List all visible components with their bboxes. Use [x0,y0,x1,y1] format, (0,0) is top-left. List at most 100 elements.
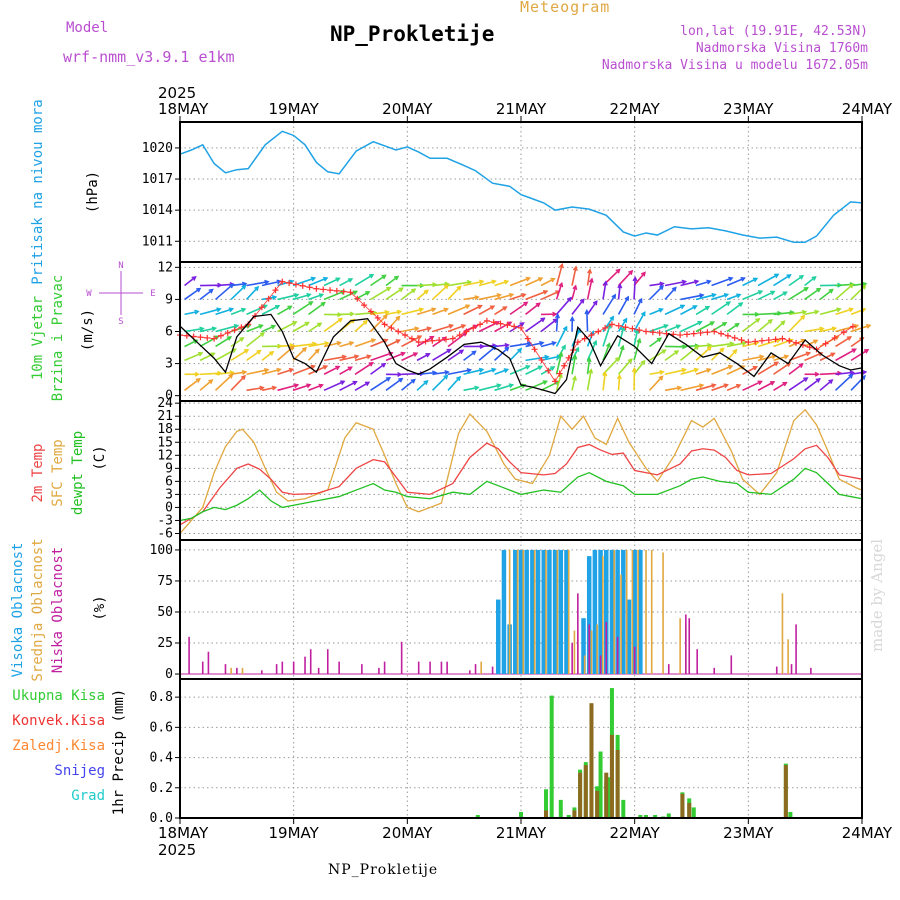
wind-arrow-head [759,354,765,360]
wind-arrow [850,324,871,333]
wind-arrow [695,368,711,376]
wind-arrow [742,318,760,333]
wind-arrow-head [656,337,663,343]
y-tick-label: 25 [157,636,173,651]
wind-arrow [540,278,555,287]
wind-arrow-head [369,273,375,279]
wind-arrow [680,280,699,287]
wind-arrow-head [725,301,731,306]
wind-arrow-head [502,306,508,311]
wind-arrow [711,277,733,287]
mid-cloud-bar [567,549,570,675]
wind-arrow [245,286,259,300]
wind-arrow-head [542,380,549,385]
total-precip-bar [691,807,696,818]
wind-arrow [804,339,818,348]
wind-direction-marker [456,332,463,339]
wind-arrow-head [496,293,502,298]
wind-arrow [664,368,686,376]
wind-arrow-head [782,291,788,296]
wind-arrow [726,293,741,301]
wind-arrow-head [675,324,682,330]
x-date-bottom: 20MAY [382,824,433,842]
low-cloud-bar [810,667,812,675]
wind-arrow [323,317,343,333]
y-tick-label: 1014 [142,203,173,218]
y-tick-label: 0 [165,667,173,682]
compass-s-label: S [118,317,123,327]
wind-ylabel: 10m Vjetar [30,296,46,380]
wind-arrow [555,297,572,315]
page-title: NP_Prokletije [330,22,495,46]
wind-direction-marker [588,332,595,339]
wind-arrow [354,320,368,333]
wind-arrow-head [365,291,371,296]
wind-arrow-head [830,352,836,358]
wind-direction-marker [402,332,409,339]
wind-arrow [555,326,568,347]
wind-arrow-head [636,337,642,344]
x-date-top: 24MAY [842,100,893,118]
wind-arrow-head [426,326,433,332]
wind-arrow [199,379,213,391]
low-cloud-bar [338,661,340,675]
high-cloud-bar [621,549,626,675]
year-top: 2025 [158,84,196,102]
wind-arrow-head [640,359,646,365]
wind-direction-marker [622,324,629,331]
wind-arrow-head [562,325,568,331]
wind-arrow [215,371,234,376]
wind-arrow-head [694,344,700,350]
wind-arrow-head [586,356,592,363]
low-cloud-bar [446,661,448,675]
wind-arrow-head [711,383,717,389]
wind-arrow-head [211,326,218,332]
wind-arrow-head [276,367,282,373]
wind-arrow-head [611,293,617,299]
wind-direction-marker [643,328,650,335]
y-tick-label: 0.4 [150,751,174,766]
wind-arrow [292,321,310,333]
precip-legend-4: Grad [71,788,105,804]
mid-cloud-bar [625,549,628,675]
wind-arrow [757,319,773,333]
wind-arrow [571,266,577,286]
wind-arrow [385,352,405,362]
wind-arrow [804,276,817,287]
wind-arrow [261,386,276,392]
low-cloud-bar [633,646,636,675]
wind-arrow-head [385,376,392,382]
wind-arrow-head [431,307,437,313]
wind-arrow [742,366,758,375]
wind-arrow-head [306,292,312,298]
wind-arrow-head [558,351,564,357]
wind-arrow-head [723,383,730,389]
wind-arrow [586,358,591,375]
wind-arrow [835,336,852,348]
wind-arrow-head [572,284,578,290]
total-precip-bar [475,814,480,818]
wind-arrow-head [616,373,622,380]
wind-arrow-head [239,337,245,342]
sfc-ylabel: SFC Temp [50,439,66,506]
y-tick-label: 3 [165,357,173,372]
wind-arrow-head [396,309,403,315]
wind-arrow [370,363,386,375]
wind-arrow-head [521,383,527,389]
wind-direction-marker [327,287,334,294]
wind-arrow-head [289,345,295,351]
wind-arrow-head [558,262,564,269]
low-cloud-bar [309,649,312,675]
wind-arrow [354,381,370,392]
x-date-bottom: 21MAY [496,824,547,842]
wind-arrow [571,376,576,391]
y-tick-label: 15 [157,435,173,450]
low-cloud-bar [261,670,263,675]
wind-arrow-head [632,275,638,282]
wind-arrow [246,386,264,392]
y-tick-label: -3 [157,513,173,528]
wind-arrow-head [735,383,742,389]
x-date-top: 19MAY [269,100,320,118]
low-cloud-bar [577,593,579,675]
wind-arrow [773,274,791,287]
